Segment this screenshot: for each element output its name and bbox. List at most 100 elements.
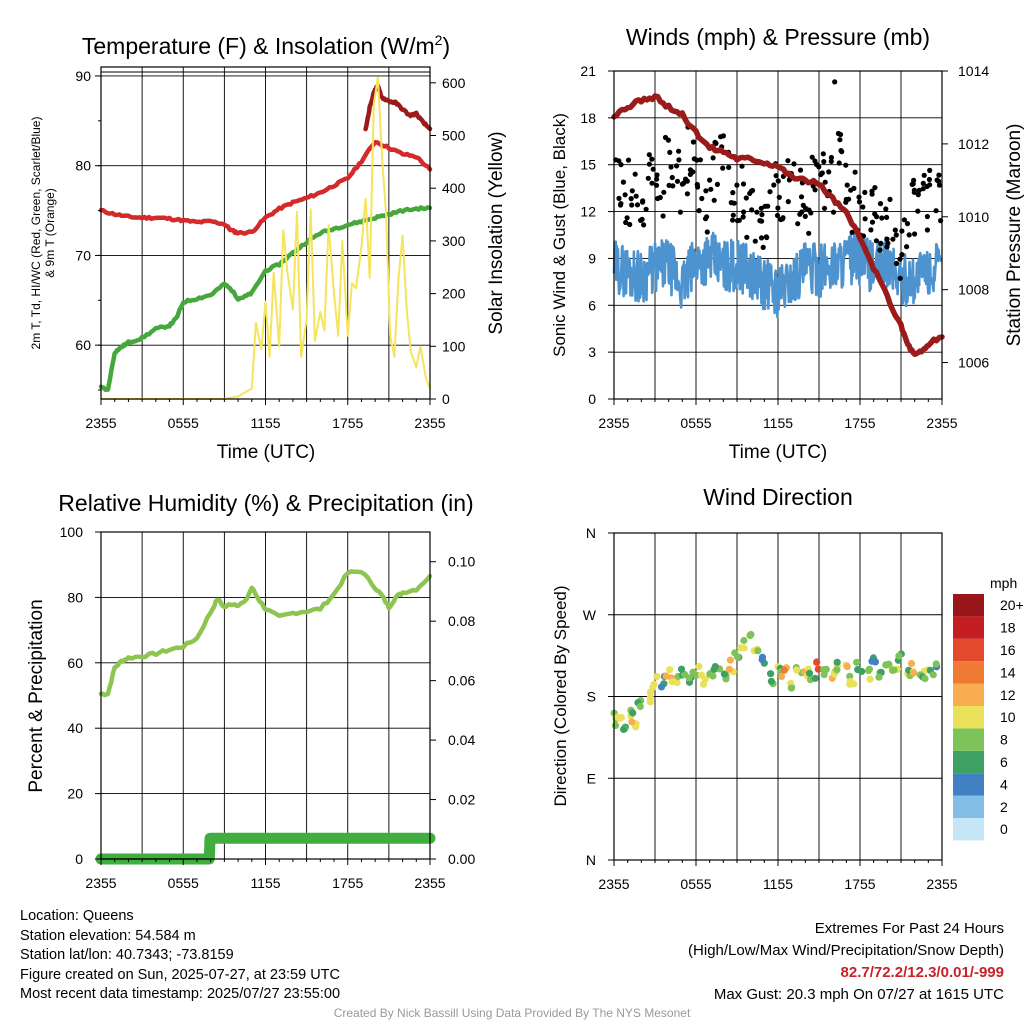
humidity-y-tick-label: 60 bbox=[67, 655, 83, 671]
wind-direction-x-tick-label: 2355 bbox=[598, 876, 629, 892]
direction-point bbox=[780, 666, 788, 674]
pressure-y-tick-label: 1012 bbox=[958, 136, 989, 152]
gust-point bbox=[676, 148, 682, 154]
gust-point bbox=[877, 201, 884, 207]
gust-point bbox=[694, 157, 700, 163]
gust-point bbox=[730, 212, 736, 218]
direction-point bbox=[778, 672, 786, 681]
gust-point bbox=[873, 238, 880, 244]
direction-point bbox=[629, 709, 637, 717]
gust-point bbox=[798, 194, 805, 200]
direction-point bbox=[875, 673, 883, 681]
series-insolation bbox=[100, 76, 431, 400]
winds-series bbox=[611, 79, 945, 358]
direction-point bbox=[666, 666, 674, 674]
gust-point bbox=[771, 182, 777, 188]
gust-point bbox=[821, 159, 827, 165]
gust-point bbox=[677, 209, 684, 215]
gust-point bbox=[690, 139, 697, 145]
gust-point bbox=[650, 166, 656, 172]
direction-point bbox=[890, 666, 898, 674]
gust-point bbox=[622, 192, 628, 198]
gust-point bbox=[633, 193, 639, 199]
gust-point bbox=[649, 156, 655, 162]
colorbar-swatch bbox=[953, 706, 984, 729]
direction-point bbox=[657, 683, 666, 691]
pressure-y-axis-label: Station Pressure (Maroon) bbox=[1004, 124, 1024, 347]
gust-point bbox=[674, 163, 680, 169]
direction-point bbox=[646, 698, 655, 706]
gust-point bbox=[838, 148, 844, 154]
gust-point bbox=[679, 181, 686, 187]
humidity-y-tick-label: 40 bbox=[67, 720, 83, 736]
gust-point bbox=[927, 167, 933, 173]
colorbar-label: 20+ bbox=[1000, 597, 1024, 613]
wind-direction-y-tick-label: W bbox=[583, 607, 597, 623]
direction-point bbox=[833, 658, 841, 666]
gust-point bbox=[915, 192, 921, 198]
gust-point bbox=[912, 231, 918, 237]
colorbar-label: 18 bbox=[1000, 620, 1016, 636]
direction-point bbox=[850, 680, 858, 688]
humidity-y-tick-label: 80 bbox=[67, 589, 83, 605]
wind-direction-y-tick-label: N bbox=[586, 525, 596, 541]
gust-point bbox=[836, 160, 842, 166]
direction-point bbox=[611, 721, 620, 730]
gust-point bbox=[901, 217, 908, 223]
direction-point bbox=[854, 666, 862, 674]
direction-point bbox=[740, 636, 748, 645]
direction-point bbox=[866, 675, 874, 683]
gust-point bbox=[773, 173, 779, 179]
direction-point bbox=[758, 656, 766, 664]
gust-point bbox=[892, 227, 898, 233]
direction-point bbox=[907, 659, 916, 668]
colorbar-unit-label: mph bbox=[990, 575, 1017, 591]
temperature-x-tick-label: 2355 bbox=[85, 415, 116, 431]
gust-point bbox=[710, 155, 716, 161]
precip-y-tick-label: 0.00 bbox=[448, 851, 475, 867]
gust-point bbox=[843, 162, 849, 168]
gust-point bbox=[714, 181, 721, 187]
gust-point bbox=[877, 247, 883, 253]
gust-point bbox=[869, 219, 876, 225]
gust-point bbox=[911, 187, 918, 193]
winds-x-tick-label: 0555 bbox=[680, 415, 711, 431]
humidity-x-tick-label: 2355 bbox=[85, 875, 116, 891]
gust-point bbox=[749, 207, 755, 213]
gust-point bbox=[676, 157, 682, 163]
gust-point bbox=[862, 216, 868, 222]
temperature-y-axis-label-2: & 9m T (Orange) bbox=[43, 188, 57, 278]
gust-point bbox=[916, 187, 922, 193]
gust-point bbox=[849, 229, 855, 235]
recent-timestamp: Most recent data timestamp: 2025/07/27 2… bbox=[20, 986, 341, 1002]
gust-point bbox=[821, 205, 828, 211]
precip-y-tick-label: 0.06 bbox=[448, 673, 475, 689]
pressure-y-tick-label: 1010 bbox=[958, 209, 989, 225]
temperature-x-tick-label: 2355 bbox=[414, 415, 445, 431]
gust-point bbox=[893, 260, 900, 267]
humidity-axes: 2355 0555 1155 1755 23550204060801000.000.02… bbox=[26, 524, 475, 891]
gust-point bbox=[754, 209, 760, 215]
gust-point bbox=[802, 213, 808, 219]
gust-point bbox=[740, 214, 746, 220]
insolation-y-tick-label: 200 bbox=[442, 286, 466, 302]
temperature-y-tick-label: 90 bbox=[75, 68, 91, 84]
gust-point bbox=[707, 177, 713, 183]
insolation-y-tick-label: 0 bbox=[442, 391, 450, 407]
gust-point bbox=[704, 214, 710, 220]
wind-direction-y-tick-label: N bbox=[586, 852, 596, 868]
gust-point bbox=[906, 232, 912, 238]
gust-point bbox=[736, 217, 742, 223]
gust-point bbox=[879, 215, 885, 221]
gust-point bbox=[933, 208, 939, 214]
station-elevation: Station elevation: 54.584 m bbox=[20, 927, 196, 944]
humidity-x-tick-label: 1755 bbox=[332, 875, 363, 891]
direction-point bbox=[632, 723, 640, 731]
gust-point bbox=[767, 189, 773, 195]
gust-point bbox=[708, 186, 714, 192]
gust-point bbox=[625, 157, 632, 163]
gust-point bbox=[814, 161, 820, 168]
gust-point bbox=[936, 172, 942, 178]
direction-point bbox=[754, 647, 762, 655]
gust-point-max bbox=[832, 79, 838, 85]
